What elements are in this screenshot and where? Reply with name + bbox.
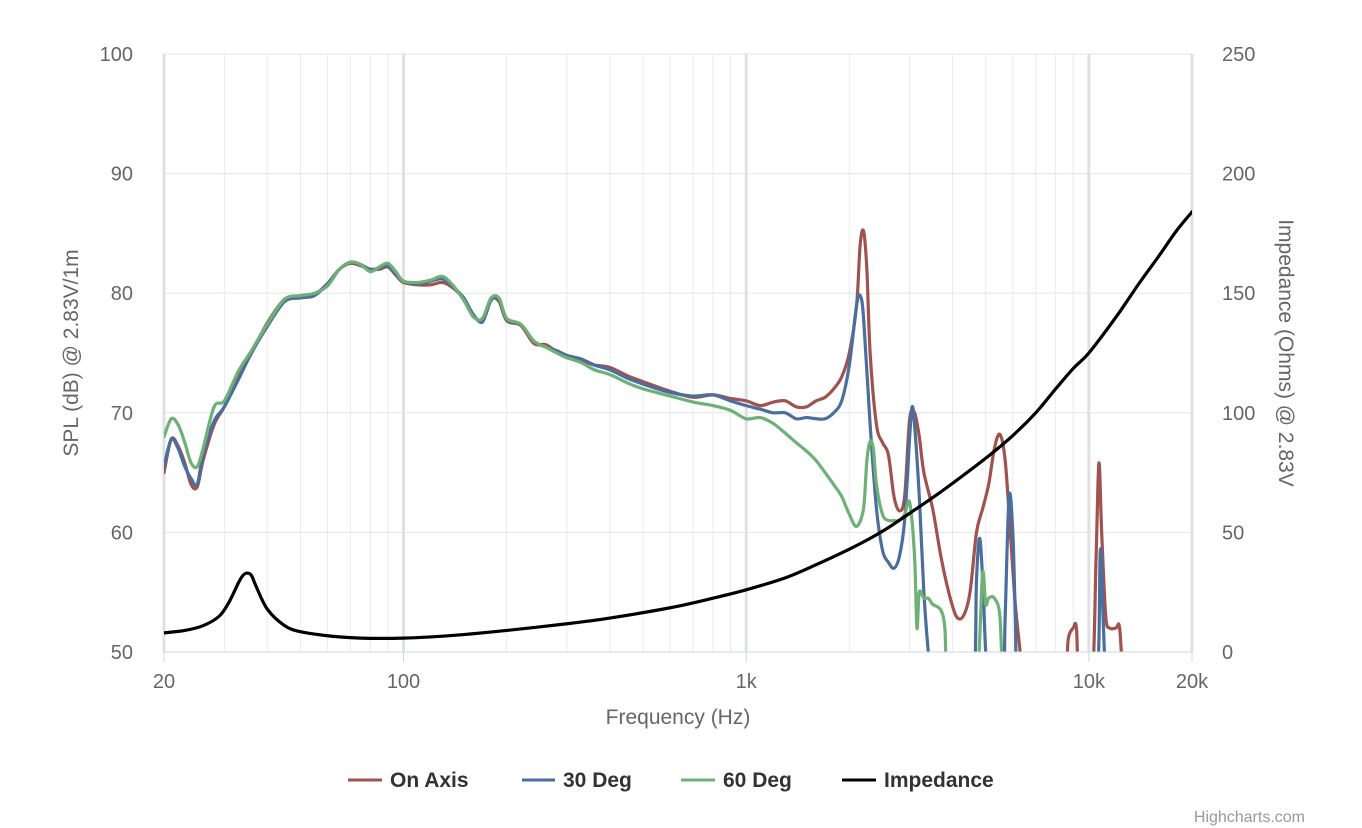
series-line-impedance[interactable] — [164, 210, 1192, 640]
y-left-tick-label: 80 — [111, 283, 133, 305]
series-line-30-deg[interactable] — [164, 260, 1106, 701]
y-left-tick-label: 90 — [111, 164, 133, 186]
x-tick-label: 1k — [736, 671, 758, 693]
x-tick-label: 20k — [1176, 671, 1209, 693]
y-right-tick-label: 250 — [1222, 44, 1255, 66]
y-axis-right-title: Impedance (Ohms) @ 2.83V — [1274, 219, 1297, 487]
grid-lines — [162, 53, 1194, 653]
legend-label-60-deg: 60 Deg — [723, 769, 792, 792]
y-left-tick-label: 70 — [111, 403, 133, 425]
x-tick-label: 100 — [387, 671, 420, 693]
legend-label-30-deg: 30 Deg — [563, 769, 632, 792]
legend-item-on-axis[interactable]: On Axis — [348, 769, 469, 792]
y-left-tick-label: 60 — [111, 522, 133, 544]
y-axis-left-title: SPL (dB) @ 2.83V/1m — [60, 249, 83, 456]
y-right-tick-label: 50 — [1222, 522, 1244, 544]
legend-item-30-deg[interactable]: 30 Deg — [522, 769, 632, 792]
legend-item-60-deg[interactable]: 60 Deg — [681, 769, 792, 792]
credits-link[interactable]: Highcharts.com — [1194, 809, 1305, 826]
x-axis-title: Frequency (Hz) — [606, 706, 751, 729]
axes: 50 60 70 80 90 100 0 50 100 150 200 250 20 100 1k 10k 20… — [100, 44, 1256, 693]
series-lines — [164, 210, 1192, 701]
legend: On Axis 30 Deg 60 Deg Impedance — [348, 769, 994, 792]
x-tick-label: 10k — [1073, 671, 1106, 693]
y-left-tick-label: 50 — [111, 642, 133, 664]
legend-item-impedance[interactable]: Impedance — [842, 769, 994, 792]
x-tick-label: 20 — [153, 671, 175, 693]
y-left-tick-label: 100 — [100, 44, 133, 66]
legend-label-impedance: Impedance — [884, 769, 994, 792]
series-line-60-deg[interactable] — [164, 260, 1004, 694]
y-right-tick-label: 200 — [1222, 164, 1255, 186]
legend-label-on-axis: On Axis — [390, 769, 469, 792]
y-right-tick-label: 0 — [1222, 642, 1233, 664]
y-right-tick-label: 100 — [1222, 403, 1255, 425]
y-right-tick-label: 150 — [1222, 283, 1255, 305]
